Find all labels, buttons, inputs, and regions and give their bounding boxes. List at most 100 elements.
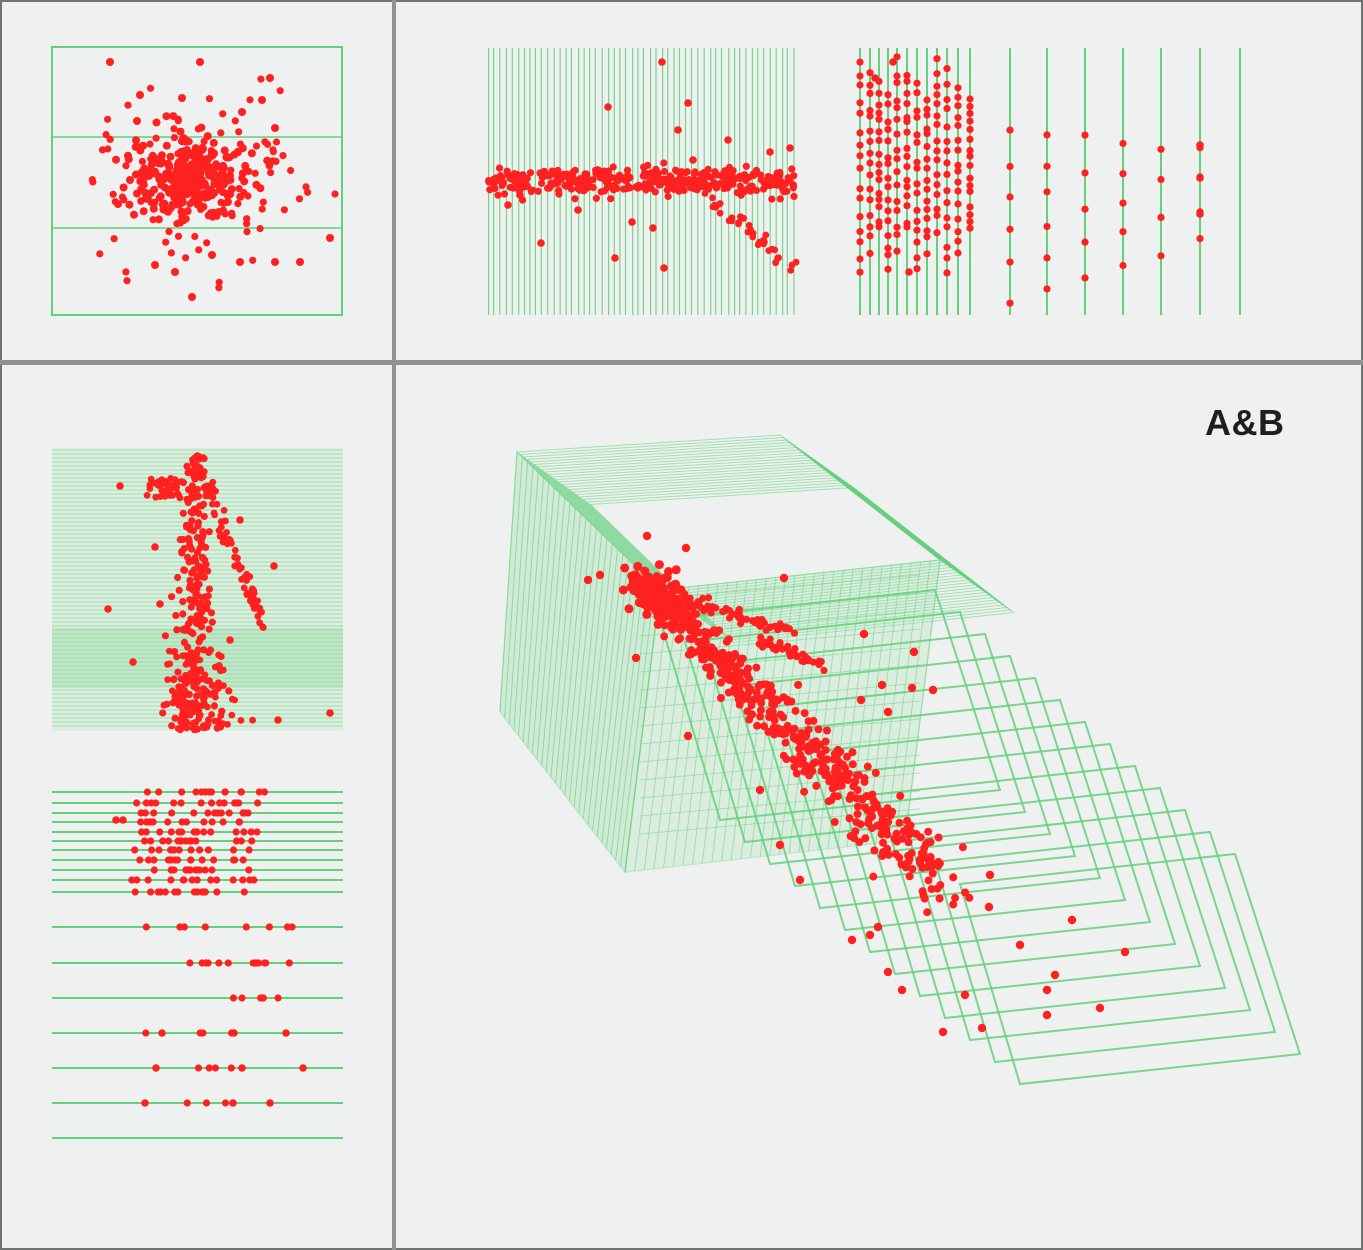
data-point xyxy=(196,846,204,854)
data-point xyxy=(287,166,295,175)
data-point xyxy=(183,718,190,726)
data-point xyxy=(201,866,209,874)
data-point xyxy=(237,788,245,796)
data-point xyxy=(145,856,153,864)
data-point xyxy=(865,930,875,940)
data-point xyxy=(868,812,877,821)
data-point xyxy=(779,751,788,760)
data-point xyxy=(658,58,666,66)
data-point xyxy=(760,722,769,731)
data-point xyxy=(884,183,892,191)
grid-line xyxy=(610,574,645,855)
data-point xyxy=(156,828,164,836)
data-point xyxy=(574,206,582,214)
data-point xyxy=(199,722,207,730)
data-point xyxy=(719,666,728,675)
data-point xyxy=(875,176,883,184)
grid-plane xyxy=(658,588,1002,822)
data-point xyxy=(943,80,951,88)
data-point xyxy=(853,810,862,819)
data-point xyxy=(984,902,994,912)
data-point xyxy=(296,258,304,266)
data-point xyxy=(742,667,751,676)
data-point xyxy=(727,215,735,223)
grid-line xyxy=(536,492,560,760)
data-point xyxy=(689,633,698,642)
grid-line xyxy=(582,543,613,819)
data-point xyxy=(866,106,874,115)
data-point xyxy=(162,141,171,150)
data-point xyxy=(866,223,874,231)
data-point xyxy=(735,219,743,226)
data-point xyxy=(1006,193,1014,201)
data-point xyxy=(893,104,901,112)
data-point xyxy=(150,809,158,817)
data-point xyxy=(173,220,181,228)
data-point xyxy=(811,758,820,767)
data-point xyxy=(778,645,787,653)
data-point xyxy=(1157,252,1165,260)
data-point xyxy=(251,169,259,177)
grid-plane xyxy=(908,808,1252,1042)
data-point xyxy=(178,548,186,556)
data-point xyxy=(856,185,864,193)
data-point xyxy=(1006,225,1014,233)
grid-line xyxy=(518,472,539,736)
data-point xyxy=(262,959,270,967)
data-point xyxy=(104,115,112,123)
data-point xyxy=(184,469,192,477)
data-point xyxy=(747,701,756,710)
data-point xyxy=(204,703,211,711)
data-point xyxy=(681,590,689,598)
data-point xyxy=(555,186,563,195)
data-point xyxy=(199,1029,207,1037)
data-point xyxy=(787,697,796,706)
data-point xyxy=(883,808,892,817)
data-point xyxy=(571,195,579,203)
grid-line xyxy=(499,451,518,713)
data-point xyxy=(708,603,716,611)
data-point xyxy=(274,994,282,1002)
data-point xyxy=(172,178,180,186)
data-point xyxy=(152,118,161,127)
data-point xyxy=(173,653,181,661)
data-point xyxy=(802,761,811,770)
data-point xyxy=(184,553,192,561)
data-point xyxy=(943,254,951,262)
data-point xyxy=(204,846,212,854)
data-point xyxy=(856,194,864,202)
data-point xyxy=(178,818,186,826)
data-point xyxy=(227,166,235,174)
data-point xyxy=(133,799,141,807)
horizontal-divider xyxy=(0,360,1363,365)
data-point xyxy=(681,180,689,188)
data-point xyxy=(221,210,229,218)
data-point xyxy=(146,485,154,492)
data-point xyxy=(903,152,911,160)
data-point xyxy=(529,186,537,194)
data-point xyxy=(966,152,974,160)
data-point xyxy=(175,491,183,499)
data-point xyxy=(640,163,648,171)
data-point xyxy=(893,181,901,189)
data-point xyxy=(647,169,655,177)
data-point xyxy=(933,229,941,237)
data-point xyxy=(217,198,225,206)
data-point xyxy=(903,100,911,108)
data-point xyxy=(207,828,215,836)
data-point xyxy=(954,249,962,257)
data-point xyxy=(933,112,941,120)
grid-line xyxy=(550,508,576,778)
data-point xyxy=(776,195,784,203)
data-point xyxy=(146,818,154,826)
data-point xyxy=(158,157,166,165)
data-point xyxy=(792,769,801,778)
data-point xyxy=(140,837,149,845)
data-point xyxy=(671,579,680,589)
data-point xyxy=(627,571,637,581)
data-point xyxy=(242,923,250,931)
data-point xyxy=(147,888,155,896)
data-point xyxy=(186,959,194,967)
data-point xyxy=(924,876,933,885)
data-point xyxy=(154,215,163,224)
